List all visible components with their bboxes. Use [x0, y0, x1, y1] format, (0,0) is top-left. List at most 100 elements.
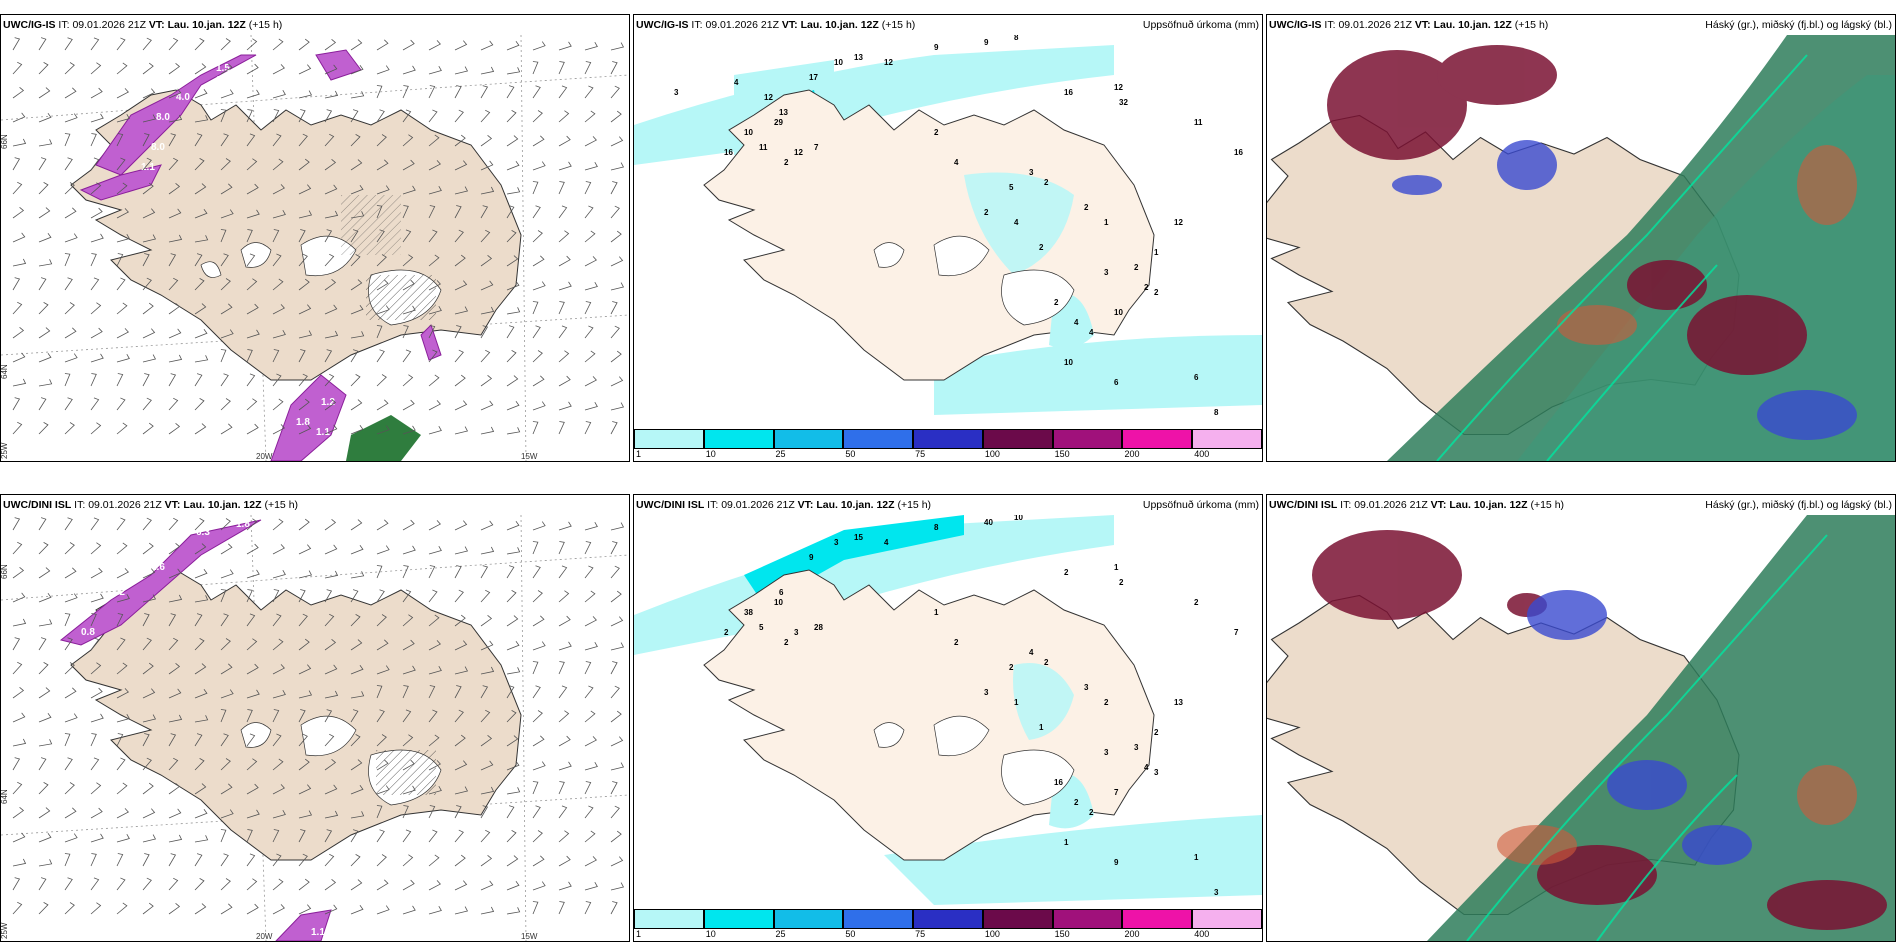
wind-barb: [584, 85, 594, 99]
wind-barb: [558, 181, 565, 195]
wind-barb: [168, 63, 181, 75]
wind-barb: [194, 878, 205, 891]
wind-barb: [532, 401, 546, 411]
precip-value: 29: [774, 118, 783, 127]
wind-barb: [584, 110, 596, 123]
precip-value: 2: [1154, 728, 1159, 737]
precip-value: 2: [1074, 798, 1079, 807]
wind-barb: [142, 157, 152, 171]
wind-barb: [194, 733, 203, 747]
wind-barb: [350, 614, 361, 627]
wind-barb: [246, 543, 259, 555]
precip-value: 3: [794, 628, 799, 637]
wind-barb: [272, 904, 285, 915]
wind-barb: [376, 325, 383, 339]
legend-swatch: [773, 909, 844, 929]
precip-value: 2: [1054, 298, 1059, 307]
wind-barb: [454, 786, 469, 795]
wind-barb: [194, 613, 203, 627]
wind-barb: [168, 303, 181, 315]
wind-barb: [116, 354, 130, 363]
wind-barb: [350, 254, 361, 267]
wind-barb: [38, 807, 51, 819]
wind-barb: [90, 517, 100, 531]
wind-barb: [558, 375, 571, 387]
legend-swatch: [1192, 429, 1262, 449]
wind-barb: [506, 685, 515, 699]
wind-barb: [90, 567, 103, 579]
wind-barb: [38, 112, 52, 123]
wind-barb: [220, 518, 231, 531]
cloud-map: [1267, 35, 1895, 461]
wind-barb: [324, 184, 338, 195]
legend-level: 200: [1124, 929, 1140, 939]
wind-barb: [298, 210, 313, 219]
wind-barb: [220, 349, 227, 363]
wind-value: 1.8: [236, 519, 250, 530]
wind-barb: [12, 858, 27, 867]
wind-barb: [246, 589, 253, 603]
wind-barb: [558, 255, 571, 267]
wind-barb: [64, 807, 77, 819]
wind-barb: [350, 879, 363, 891]
wind-value: 8.0: [156, 112, 170, 123]
wind-barb: [376, 854, 387, 867]
wind-barb: [558, 565, 568, 579]
wind-barb: [64, 853, 71, 867]
precip-value: 5: [759, 623, 764, 632]
wind-barb: [38, 302, 49, 315]
wind-barb: [142, 133, 150, 147]
wind-barb: [610, 181, 618, 195]
wind-barb: [324, 733, 335, 747]
wind-barb: [272, 90, 286, 99]
wind-barb: [506, 110, 517, 123]
wind-barb: [454, 205, 462, 219]
wind-barb: [142, 182, 154, 195]
wind-barb: [272, 424, 285, 435]
wind-barb: [480, 589, 491, 603]
wind-barb: [298, 829, 306, 843]
wind-barb: [532, 375, 545, 387]
wind-barb: [532, 421, 539, 435]
wind-barb: [350, 904, 364, 915]
precip-value: 6: [1114, 378, 1119, 387]
wind-barb: [168, 808, 182, 819]
wind-barb: [116, 782, 128, 795]
wind-barb: [610, 642, 625, 651]
wind-map: 6.3 1.8 1.6 3.2 0.8 1.1 66N 64N 25W 20W …: [1, 515, 629, 941]
wind-barb: [142, 637, 152, 651]
wind-barb: [12, 712, 26, 723]
panel-header: UWC/DINI ISL IT: 09.01.2026 21Z VT: Lau.…: [1267, 495, 1895, 515]
wind-barb: [584, 42, 598, 51]
wind-barb: [428, 685, 436, 699]
wind-barb: [610, 685, 620, 699]
wind-barb: [142, 62, 154, 75]
wind-barb: [402, 905, 416, 915]
wind-barb: [64, 37, 73, 51]
wind-barb: [194, 663, 207, 675]
wind-barb: [454, 85, 462, 99]
wind-barb: [246, 229, 253, 243]
wind-barb: [350, 709, 359, 723]
wind-barb: [532, 301, 539, 315]
wind-barb: [506, 880, 520, 891]
wind-barb: [194, 38, 205, 51]
wind-barb: [168, 133, 177, 147]
wind-barb: [376, 734, 387, 747]
wind-barb: [90, 637, 100, 651]
wind-barb: [12, 781, 23, 795]
wind-barb: [116, 902, 128, 915]
wind-barb: [12, 832, 26, 843]
wind-barb: [194, 398, 205, 411]
wind-barb: [350, 159, 363, 171]
wind-barb: [116, 397, 126, 411]
wind-barb: [38, 182, 49, 195]
wind-barb: [402, 254, 414, 267]
wind-barb: [246, 878, 258, 891]
wind-barb: [532, 135, 545, 147]
precip-value: 3: [1104, 748, 1109, 757]
wind-barb: [402, 829, 412, 843]
precip-value: 3: [834, 538, 839, 547]
wind-barb: [376, 829, 385, 843]
precip-value: 1: [1064, 838, 1069, 847]
